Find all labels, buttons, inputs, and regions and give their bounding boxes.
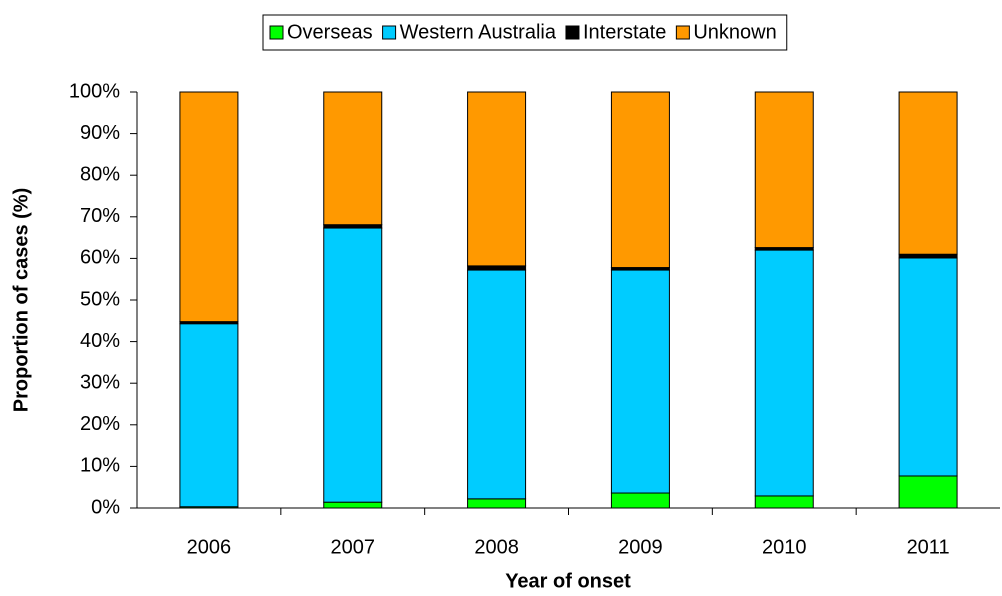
legend-label: Unknown <box>693 21 776 43</box>
legend-swatch <box>382 25 397 40</box>
bar-segment <box>754 249 814 497</box>
y-tick-label: 60% <box>80 247 120 269</box>
bar-segment <box>467 498 527 509</box>
bar-segment <box>610 269 670 494</box>
legend-box <box>262 14 788 51</box>
legend-swatch <box>565 25 580 40</box>
legend-swatch <box>269 25 284 40</box>
bar-segment <box>323 501 383 509</box>
legend-swatch <box>675 25 690 40</box>
legend-label: Overseas <box>287 21 373 43</box>
y-tick-label: 80% <box>80 163 120 185</box>
bar-segment <box>323 91 383 226</box>
y-axis-title: Proportion of cases (%) <box>10 188 32 412</box>
x-axis-title: Year of onset <box>505 570 631 592</box>
x-tick-label: 2009 <box>618 536 663 558</box>
legend-label: Interstate <box>583 21 666 43</box>
bar-segment <box>898 475 958 509</box>
bar-segment <box>467 265 527 271</box>
bar-segment <box>179 91 239 323</box>
y-tick-label: 0% <box>91 496 120 518</box>
bar-segment <box>898 253 958 259</box>
bar-segment <box>610 91 670 269</box>
legend-label: Western Australia <box>400 21 557 43</box>
y-tick-label: 100% <box>69 80 120 102</box>
y-tick-label: 40% <box>80 330 120 352</box>
x-tick-label: 2011 <box>907 536 950 558</box>
x-tick-label: 2007 <box>331 536 376 558</box>
y-tick-label: 20% <box>80 413 120 435</box>
y-tick-label: 70% <box>80 205 120 227</box>
bar-segment <box>754 495 814 509</box>
y-tick-label: 30% <box>80 371 120 393</box>
bar-segment <box>898 91 958 255</box>
bar-segment <box>467 269 527 500</box>
bar-segment <box>179 323 239 508</box>
bar-segment <box>610 492 670 509</box>
y-tick-label: 50% <box>80 288 120 310</box>
x-tick-label: 2006 <box>187 536 232 558</box>
bar-segment <box>323 227 383 503</box>
y-tick-label: 90% <box>80 122 120 144</box>
x-tick-label: 2008 <box>474 536 519 558</box>
bar-segment <box>898 257 958 477</box>
y-tick-label: 10% <box>80 455 120 477</box>
x-tick-label: 2010 <box>762 536 807 558</box>
bar-segment <box>754 91 814 249</box>
bar-segment <box>467 91 527 267</box>
